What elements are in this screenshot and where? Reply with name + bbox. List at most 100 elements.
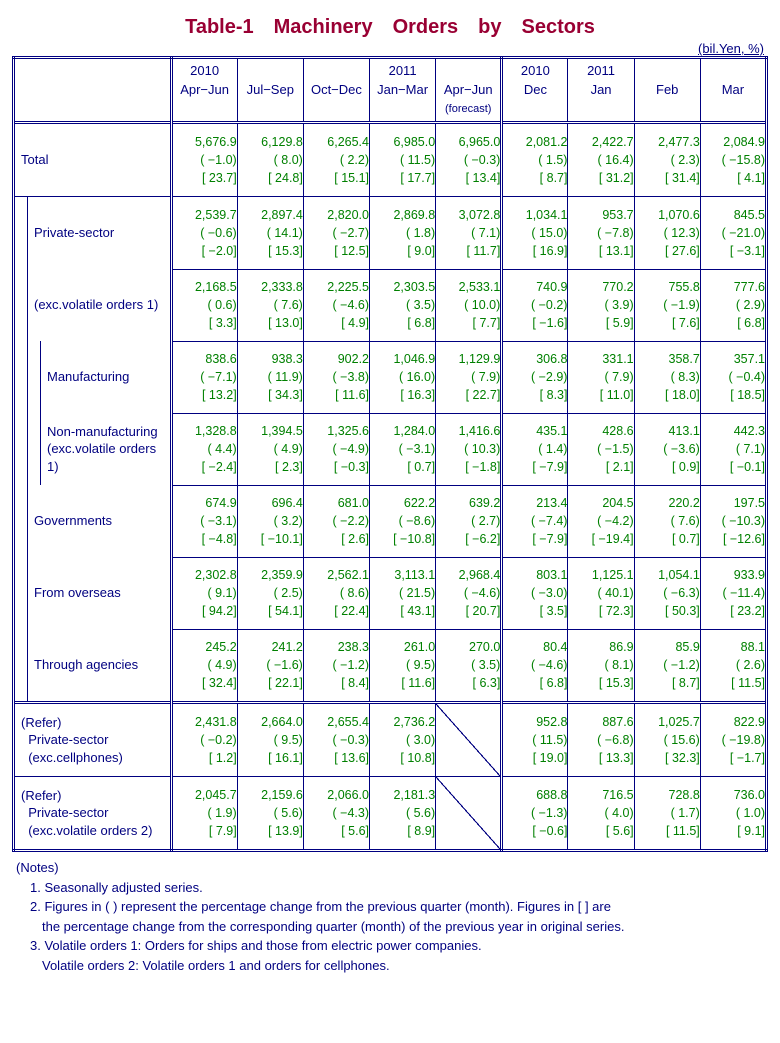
col-header-quarter: 2011Jan−Mar: [370, 58, 436, 123]
row-label-overseas: From overseas: [14, 557, 172, 629]
data-cell: 2,869.8( 1.8)[ 9.0]: [370, 197, 436, 270]
data-cell: 845.5( −21.0)[ −3.1]: [700, 197, 766, 270]
data-cell: 2,736.2( 3.0)[ 10.8]: [370, 703, 436, 777]
notes-header: (Notes): [12, 858, 768, 878]
col-header-quarter: Oct−Dec: [303, 58, 369, 123]
col-header-month: Mar: [700, 58, 766, 123]
notes-block: (Notes) 1. Seasonally adjusted series. 2…: [12, 858, 768, 975]
row-label-refer2: (Refer) Private-sector (exc.volatile ord…: [14, 777, 172, 851]
data-cell: 838.6( −7.1)[ 13.2]: [171, 341, 237, 413]
row-label-gov: Governments: [14, 485, 172, 557]
data-cell: 2,664.0( 9.5)[ 16.1]: [237, 703, 303, 777]
data-cell: 1,394.5( 4.9)[ 2.3]: [237, 413, 303, 485]
data-cell: 2,562.1( 8.6)[ 22.4]: [303, 557, 369, 629]
col-header-quarter: Apr−Jun(forecast): [436, 58, 502, 123]
data-cell: 357.1( −0.4)[ 18.5]: [700, 341, 766, 413]
note-line: the percentage change from the correspon…: [12, 917, 768, 937]
col-header-month: 2010Dec: [502, 58, 568, 123]
data-cell: 435.1( 1.4)[ −7.9]: [502, 413, 568, 485]
data-cell: 3,072.8( 7.1)[ 11.7]: [436, 197, 502, 270]
data-cell: 2,539.7( −0.6)[ −2.0]: [171, 197, 237, 270]
data-cell: 681.0( −2.2)[ 2.6]: [303, 485, 369, 557]
row-label-nonmanuf: Non-manufacturing(exc.volatile orders 1): [14, 413, 172, 485]
data-cell: 2,045.7( 1.9)[ 7.9]: [171, 777, 237, 851]
data-cell: 442.3( 7.1)[ −0.1]: [700, 413, 766, 485]
data-cell: 1,025.7( 15.6)[ 32.3]: [634, 703, 700, 777]
col-header-month: Feb: [634, 58, 700, 123]
data-cell: 331.1( 7.9)[ 11.0]: [568, 341, 634, 413]
data-cell: 728.8( 1.7)[ 11.5]: [634, 777, 700, 851]
data-cell: 2,359.9( 2.5)[ 54.1]: [237, 557, 303, 629]
data-cell: 938.3( 11.9)[ 34.3]: [237, 341, 303, 413]
row-label-private: Private-sector: [14, 197, 172, 270]
table-body: Total5,676.9( −1.0)[ 23.7]6,129.8( 8.0)[…: [14, 123, 767, 851]
data-cell: 80.4( −4.6)[ 6.8]: [502, 629, 568, 703]
data-cell: 2,333.8( 7.6)[ 13.0]: [237, 269, 303, 341]
data-cell: 204.5( −4.2)[ −19.4]: [568, 485, 634, 557]
table-header: 2010Apr−Jun Jul−Sep Oct−Dec 2011Jan−Mar …: [14, 58, 767, 123]
data-cell: 88.1( 2.6)[ 11.5]: [700, 629, 766, 703]
data-cell: 2,225.5( −4.6)[ 4.9]: [303, 269, 369, 341]
data-cell: 2,084.9( −15.8)[ 4.1]: [700, 123, 766, 197]
data-cell: 674.9( −3.1)[ −4.8]: [171, 485, 237, 557]
data-cell: 6,129.8( 8.0)[ 24.8]: [237, 123, 303, 197]
data-cell: 86.9( 8.1)[ 15.3]: [568, 629, 634, 703]
data-cell: 413.1( −3.6)[ 0.9]: [634, 413, 700, 485]
data-cell: 2,897.4( 14.1)[ 15.3]: [237, 197, 303, 270]
data-cell: 197.5( −10.3)[ −12.6]: [700, 485, 766, 557]
data-cell: 777.6( 2.9)[ 6.8]: [700, 269, 766, 341]
data-cell: 952.8( 11.5)[ 19.0]: [502, 703, 568, 777]
data-cell: 770.2( 3.9)[ 5.9]: [568, 269, 634, 341]
note-line: 2. Figures in ( ) represent the percenta…: [12, 897, 768, 917]
note-line: Volatile orders 2: Volatile orders 1 and…: [12, 956, 768, 976]
data-cell: [436, 777, 502, 851]
data-cell: 2,655.4( −0.3)[ 13.6]: [303, 703, 369, 777]
orders-table: 2010Apr−Jun Jul−Sep Oct−Dec 2011Jan−Mar …: [12, 56, 768, 852]
table-title: Table-1 Machinery Orders by Sectors: [12, 16, 768, 39]
data-cell: 3,113.1( 21.5)[ 43.1]: [370, 557, 436, 629]
row-label-manuf: Manufacturing: [14, 341, 172, 413]
stub-header: [14, 58, 172, 123]
data-cell: 245.2( 4.9)[ 32.4]: [171, 629, 237, 703]
data-cell: 85.9( −1.2)[ 8.7]: [634, 629, 700, 703]
data-cell: 2,533.1( 10.0)[ 7.7]: [436, 269, 502, 341]
note-line: 1. Seasonally adjusted series.: [12, 878, 768, 898]
data-cell: 2,066.0( −4.3)[ 5.6]: [303, 777, 369, 851]
data-cell: 2,477.3( 2.3)[ 31.4]: [634, 123, 700, 197]
data-cell: 6,965.0( −0.3)[ 13.4]: [436, 123, 502, 197]
data-cell: 902.2( −3.8)[ 11.6]: [303, 341, 369, 413]
data-cell: 1,125.1( 40.1)[ 72.3]: [568, 557, 634, 629]
row-label-exvol1: (exc.volatile orders 1): [14, 269, 172, 341]
data-cell: 5,676.9( −1.0)[ 23.7]: [171, 123, 237, 197]
data-cell: 622.2( −8.6)[ −10.8]: [370, 485, 436, 557]
data-cell: 1,328.8( 4.4)[ −2.4]: [171, 413, 237, 485]
data-cell: 2,159.6( 5.6)[ 13.9]: [237, 777, 303, 851]
data-cell: 2,820.0( −2.7)[ 12.5]: [303, 197, 369, 270]
col-header-month: 2011Jan: [568, 58, 634, 123]
data-cell: 755.8( −1.9)[ 7.6]: [634, 269, 700, 341]
data-cell: 2,181.3( 5.6)[ 8.9]: [370, 777, 436, 851]
data-cell: 716.5( 4.0)[ 5.6]: [568, 777, 634, 851]
data-cell: 740.9( −0.2)[ −1.6]: [502, 269, 568, 341]
data-cell: 1,129.9( 7.9)[ 22.7]: [436, 341, 502, 413]
data-cell: 2,168.5( 0.6)[ 3.3]: [171, 269, 237, 341]
data-cell: 822.9( −19.8)[ −1.7]: [700, 703, 766, 777]
col-header-quarter: 2010Apr−Jun: [171, 58, 237, 123]
unit-label: (bil.Yen, %): [12, 41, 768, 56]
data-cell: 2,431.8( −0.2)[ 1.2]: [171, 703, 237, 777]
data-cell: 2,302.8( 9.1)[ 94.2]: [171, 557, 237, 629]
data-cell: 241.2( −1.6)[ 22.1]: [237, 629, 303, 703]
data-cell: 2,303.5( 3.5)[ 6.8]: [370, 269, 436, 341]
data-cell: 736.0( 1.0)[ 9.1]: [700, 777, 766, 851]
data-cell: 953.7( −7.8)[ 13.1]: [568, 197, 634, 270]
data-cell: 261.0( 9.5)[ 11.6]: [370, 629, 436, 703]
note-line: 3. Volatile orders 1: Orders for ships a…: [12, 936, 768, 956]
data-cell: 6,265.4( 2.2)[ 15.1]: [303, 123, 369, 197]
data-cell: 1,416.6( 10.3)[ −1.8]: [436, 413, 502, 485]
data-cell: 1,325.6( −4.9)[ −0.3]: [303, 413, 369, 485]
data-cell: 688.8( −1.3)[ −0.6]: [502, 777, 568, 851]
row-label-total: Total: [14, 123, 172, 197]
data-cell: 2,422.7( 16.4)[ 31.2]: [568, 123, 634, 197]
data-cell: 1,046.9( 16.0)[ 16.3]: [370, 341, 436, 413]
data-cell: 6,985.0( 11.5)[ 17.7]: [370, 123, 436, 197]
